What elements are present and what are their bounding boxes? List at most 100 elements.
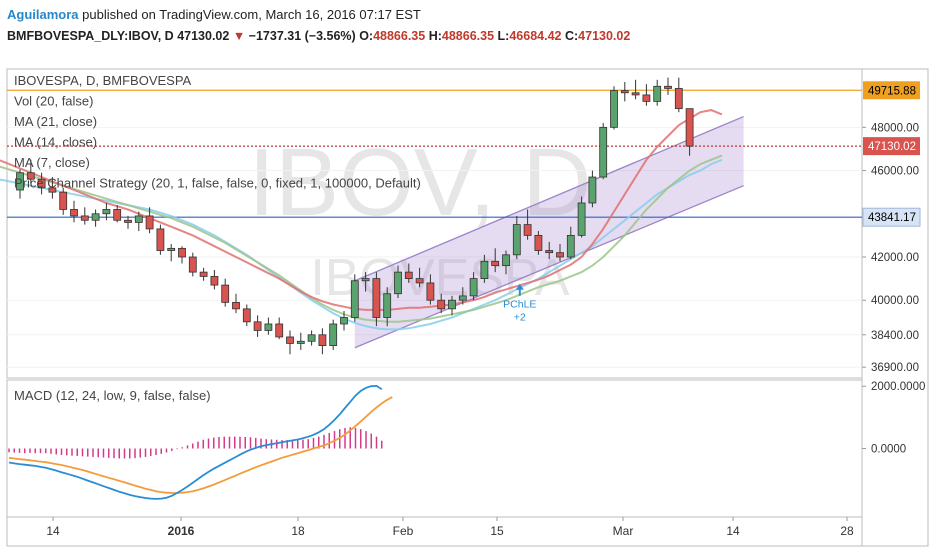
long-entry-arrow-icon <box>515 283 524 296</box>
price-legend-item[interactable]: MA (21, close) <box>14 114 97 129</box>
candle-body <box>253 321 262 331</box>
candle <box>188 252 197 277</box>
macd-tick-label: 0.0000 <box>871 444 906 456</box>
candle <box>178 246 186 264</box>
candle <box>458 287 467 305</box>
candle-body <box>188 256 197 273</box>
price-label-bg <box>863 81 920 100</box>
signal-qty: +2 <box>514 312 526 324</box>
candle-body <box>566 234 575 258</box>
candle <box>70 200 78 223</box>
candle <box>610 86 618 130</box>
price-legend-item[interactable]: Vol (20, false) <box>14 94 94 109</box>
candle-body <box>631 92 640 96</box>
candle-body <box>480 260 489 280</box>
candle-body <box>588 176 597 204</box>
price-legend-item[interactable]: MA (14, close) <box>14 135 97 150</box>
candle-body <box>534 234 543 251</box>
close-label: C: <box>564 29 579 43</box>
candle-body <box>70 209 78 217</box>
candle <box>577 196 586 238</box>
time-tick-label: Feb <box>393 524 414 538</box>
macd-pane-frame <box>6 379 863 518</box>
candle <box>318 328 327 355</box>
candle-body <box>167 247 176 251</box>
candle-body <box>26 172 35 180</box>
open-value: 48866.35 <box>373 29 426 43</box>
candle <box>286 330 294 355</box>
candle-body <box>145 215 154 230</box>
candle <box>448 295 456 316</box>
candle-body <box>512 224 521 256</box>
time-tick-label: 14 <box>46 524 60 538</box>
candle <box>113 205 122 223</box>
candle-body <box>80 215 89 221</box>
candle-body <box>523 224 532 236</box>
candle <box>556 244 564 262</box>
candle-body <box>318 334 327 346</box>
candle <box>59 187 68 215</box>
candle-body <box>448 299 456 310</box>
price-label-bg <box>863 137 920 156</box>
price-channel-upper <box>354 115 744 282</box>
candle <box>221 278 230 307</box>
price-legend-item[interactable]: MA (7, close) <box>14 155 90 170</box>
candle <box>48 177 57 199</box>
candle-body <box>502 254 510 267</box>
time-tick-label: 14 <box>726 524 740 538</box>
candle <box>80 207 89 225</box>
candle-body <box>674 88 683 110</box>
candle <box>253 315 262 337</box>
candle <box>642 84 651 106</box>
candle <box>566 226 575 260</box>
candle <box>426 274 435 305</box>
candle-body <box>16 172 24 191</box>
candle-body <box>372 278 381 318</box>
open-label: O: <box>359 29 374 43</box>
candle <box>350 274 359 322</box>
candle <box>545 241 554 260</box>
price-legend-item[interactable]: Price Channel Strategy (20, 1, false, fa… <box>14 176 421 191</box>
candle <box>437 293 446 314</box>
price-label-text: 49715.88 <box>868 85 916 97</box>
price-legend-item[interactable]: IBOVESPA, D, BMFBOVESPA <box>14 73 192 88</box>
time-tick-label: 28 <box>840 524 854 538</box>
candle-body <box>37 178 46 189</box>
candle-body <box>275 323 284 338</box>
author-link[interactable]: Aguilamora <box>7 7 79 22</box>
candle <box>37 172 46 195</box>
candle <box>383 287 392 327</box>
candle-body <box>545 250 554 254</box>
candle-body <box>599 126 608 178</box>
candle <box>156 224 165 255</box>
candle <box>523 209 532 240</box>
candle-body <box>102 209 111 215</box>
candle-body <box>59 191 68 210</box>
down-arrow-icon: ▼ <box>232 29 246 43</box>
macd-legend[interactable]: MACD (12, 24, low, 9, false, false) <box>14 388 211 403</box>
candle-body <box>199 271 208 277</box>
macd-line <box>8 384 383 500</box>
candle <box>480 254 489 283</box>
candle <box>502 250 510 275</box>
price-tick-label: 36900.00 <box>871 362 919 374</box>
candle-body <box>404 271 413 280</box>
price-tick-label: 38400.00 <box>871 330 919 342</box>
candle <box>415 267 424 288</box>
price-tick-label: 48000.00 <box>871 122 919 134</box>
candle <box>674 77 683 113</box>
candle-body <box>361 278 370 282</box>
price-tick-label: 40000.00 <box>871 295 919 307</box>
candle-body <box>491 260 500 267</box>
candle-body <box>329 323 338 346</box>
low-label: L: <box>497 29 510 43</box>
candle-body <box>232 301 240 310</box>
candle <box>588 170 597 208</box>
macd-tick-label: 2000.0000 <box>871 381 925 393</box>
candle <box>512 215 521 260</box>
publish-line: Aguilamora published on TradingView.com,… <box>7 7 421 22</box>
high-value: 48866.35 <box>441 29 495 43</box>
candle-body <box>124 219 132 223</box>
price-label-marker-2: 43841.17 <box>862 207 921 227</box>
